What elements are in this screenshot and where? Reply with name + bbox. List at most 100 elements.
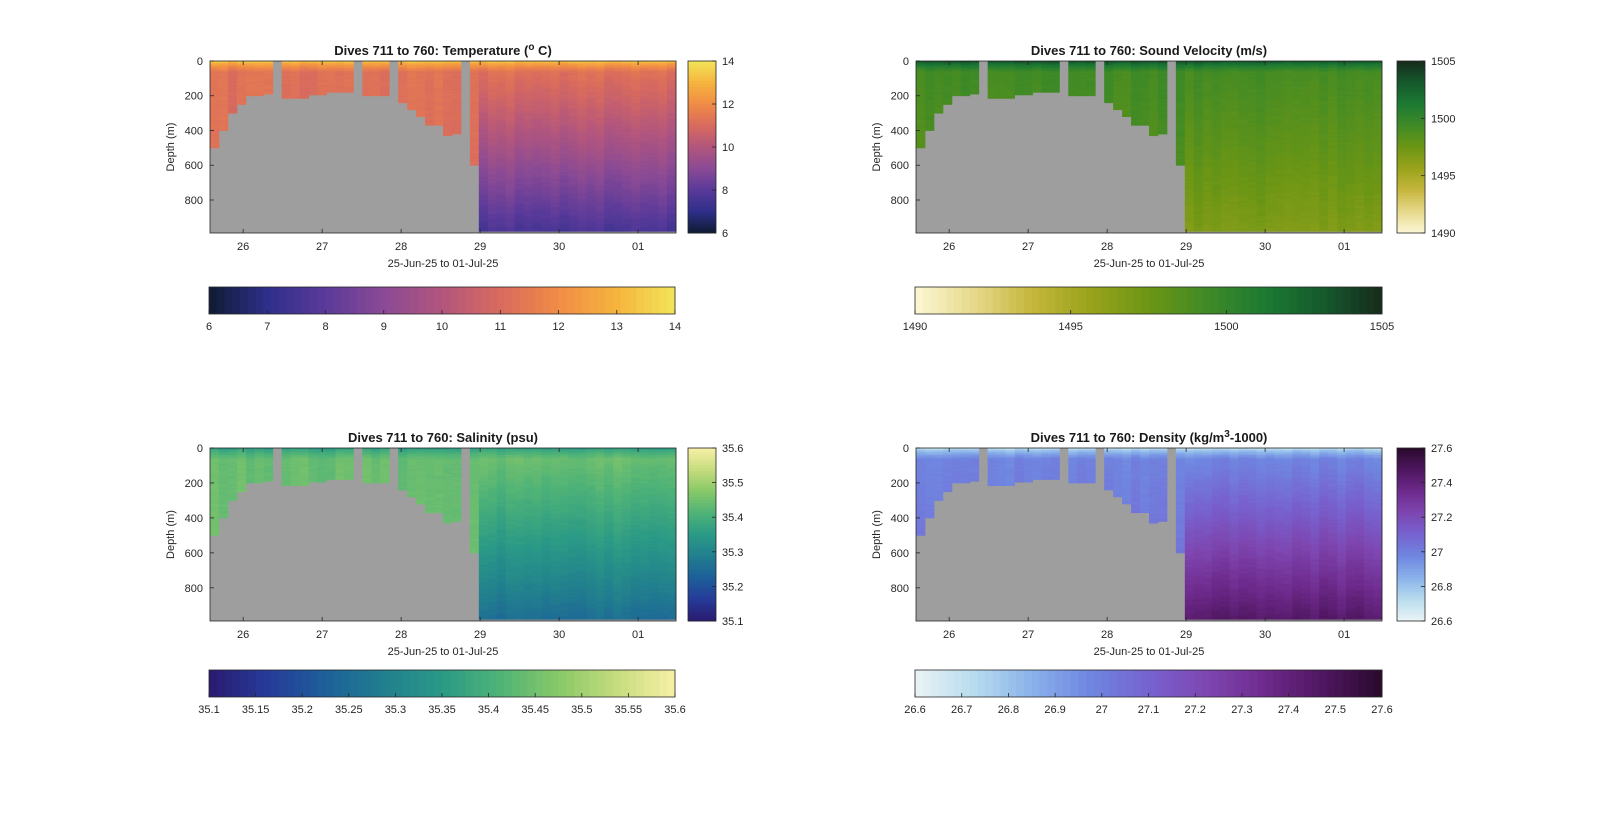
heatmap-cell — [210, 66, 220, 69]
heatmap-cell — [658, 106, 668, 109]
heatmap-cell — [505, 74, 516, 78]
heatmap-cell — [559, 205, 569, 208]
heatmap-cell — [1193, 160, 1204, 163]
heatmap-cell — [1202, 102, 1213, 105]
heatmap-cell — [1220, 189, 1231, 192]
heatmap-cell — [640, 118, 650, 121]
heatmap-cell — [335, 69, 345, 72]
heatmap-cell — [317, 94, 327, 96]
heatmap-cell — [649, 194, 659, 197]
heatmap-cell — [487, 64, 498, 67]
heatmap-cell — [640, 78, 650, 81]
heatmap-cell — [1220, 128, 1231, 131]
heatmap-cell — [1220, 222, 1231, 225]
heatmap-cell — [1211, 111, 1222, 114]
heatmap-cell — [667, 113, 677, 116]
heatmap-cell — [541, 66, 551, 69]
heatmap-cell — [523, 64, 534, 67]
heatmap-cell — [254, 74, 265, 78]
heatmap-cell — [550, 187, 560, 190]
heatmap-cell — [586, 74, 596, 78]
heatmap-cell — [951, 85, 962, 88]
heatmap-cell — [604, 114, 614, 117]
heatmap-cell — [371, 66, 381, 69]
heatmap-cell — [443, 128, 453, 131]
heatmap-cell — [1149, 118, 1159, 121]
heatmap-cell — [541, 104, 551, 107]
heatmap-cell — [505, 140, 516, 144]
heatmap-cell — [487, 76, 498, 79]
heatmap-cell — [478, 127, 489, 130]
colorbar-segment — [688, 141, 716, 145]
heatmap-cell — [478, 191, 489, 194]
heatmap-cell — [631, 156, 641, 159]
heatmap-cell — [496, 184, 507, 187]
heatmap-cell — [523, 99, 534, 102]
heatmap-cell — [469, 99, 480, 102]
heatmap-cell — [568, 97, 578, 100]
heatmap-cell — [407, 107, 417, 111]
heatmap-cell — [568, 133, 578, 137]
heatmap-cell — [1175, 78, 1186, 81]
heatmap-cell — [568, 175, 578, 178]
heatmap-cell — [523, 177, 534, 180]
heatmap-cell — [210, 118, 220, 121]
heatmap-cell — [514, 201, 525, 204]
heatmap-cell — [496, 219, 507, 222]
heatmap-cell — [658, 109, 668, 112]
heatmap-cell — [924, 128, 935, 131]
heatmap-cell — [478, 196, 489, 199]
heatmap-cell — [227, 88, 238, 91]
heatmap-cell — [1131, 81, 1141, 84]
heatmap-cell — [514, 62, 525, 65]
heatmap-cell — [416, 90, 426, 93]
heatmap-cell — [631, 196, 641, 199]
heatmap-cell — [1211, 66, 1222, 69]
heatmap-cell — [559, 173, 569, 177]
heatmap-cell — [649, 92, 659, 95]
heatmap-cell — [550, 153, 560, 156]
heatmap-cell — [532, 165, 542, 168]
heatmap-cell — [505, 104, 516, 107]
heatmap-cell — [933, 71, 944, 74]
heatmap-cell — [658, 67, 668, 71]
heatmap-cell — [263, 85, 274, 88]
heatmap-cell — [1041, 67, 1051, 71]
colorbar-segment — [333, 287, 342, 314]
heatmap-cell — [595, 217, 605, 220]
heatmap-cell — [451, 132, 462, 135]
heatmap-cell — [380, 76, 390, 79]
heatmap-cell — [559, 168, 569, 171]
heatmap-cell — [559, 166, 569, 170]
heatmap-cell — [371, 67, 381, 71]
heatmap-cell — [514, 205, 525, 208]
heatmap-cell — [362, 92, 372, 95]
heatmap-cell — [640, 212, 650, 215]
heatmap-cell — [514, 220, 525, 223]
heatmap-cell — [604, 163, 614, 166]
heatmap-cell — [1211, 118, 1222, 121]
heatmap-cell — [550, 90, 560, 93]
heatmap-cell — [667, 226, 677, 229]
heatmap-cell — [532, 73, 542, 76]
heatmap-cell — [640, 179, 650, 182]
heatmap-cell — [227, 95, 238, 98]
heatmap-cell — [434, 106, 444, 109]
heatmap-cell — [1113, 76, 1123, 79]
heatmap-cell — [1184, 99, 1195, 102]
heatmap-cell — [631, 71, 641, 74]
heatmap-cell — [487, 120, 498, 123]
heatmap-cell — [541, 92, 551, 95]
heatmap-cell — [1211, 88, 1222, 91]
heatmap-cell — [434, 109, 444, 112]
heatmap-cell — [568, 173, 578, 177]
heatmap-cell — [568, 172, 578, 175]
heatmap-cell — [487, 161, 498, 164]
heatmap-cell — [550, 128, 560, 131]
heatmap-cell — [487, 69, 498, 72]
heatmap-cell — [996, 64, 1007, 67]
heatmap-cell — [924, 99, 935, 102]
heatmap-cell — [604, 139, 614, 142]
heatmap-cell — [649, 193, 659, 196]
heatmap-cell — [210, 121, 220, 124]
